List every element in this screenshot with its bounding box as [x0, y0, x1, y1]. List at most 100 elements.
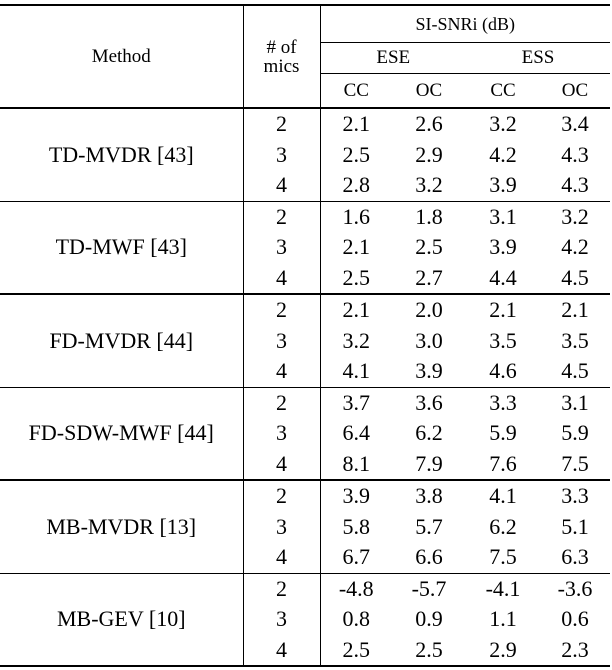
- value-cell: 3.4: [540, 107, 611, 140]
- value-cell: 4.3: [561, 141, 589, 167]
- value-cell: 1.8: [392, 200, 466, 232]
- mic-count: 2: [243, 479, 321, 512]
- value-cell: 3.9: [489, 234, 517, 260]
- mic-count: 2: [243, 293, 321, 326]
- value-cell: 3.0: [415, 327, 443, 353]
- value-cell: 6.2: [489, 513, 517, 539]
- table-row: 4 8.1 7.9 7.6 7.5: [0, 448, 610, 480]
- method-name: FD-MVDR [44]: [0, 293, 244, 387]
- value-cell: 2.1: [540, 293, 611, 326]
- value-cell: 4.5: [561, 264, 589, 290]
- header-mics-line1: # of: [266, 36, 297, 58]
- method-name: MB-GEV [10]: [0, 572, 244, 667]
- table-row: TD-MVDR [43] 2 2.1 2.6 3.2 3.4: [0, 107, 611, 201]
- value-cell: 2.0: [392, 293, 466, 326]
- table-row: 4 4.1 3.9 4.6 4.5: [0, 356, 610, 387]
- value-cell: 3.9: [489, 172, 517, 198]
- value-cell: 3.5: [489, 327, 517, 353]
- table-row: 3 2.1 2.5 3.9 4.2: [0, 232, 610, 263]
- mic-count: 2: [243, 200, 321, 232]
- value-cell: 2.5: [342, 264, 371, 290]
- value-cell: 2.3: [540, 634, 611, 667]
- value-cell: 5.9: [561, 420, 589, 446]
- header-group-ess: ESS: [466, 42, 611, 74]
- value-cell: 1.6: [320, 200, 392, 232]
- value-cell: 3.1: [540, 386, 611, 418]
- value-cell: 3.6: [392, 386, 466, 418]
- value-cell: 4.2: [489, 141, 517, 167]
- table-row: MB-GEV [10] 2 -4.8 -5.7 -4.1 -3.6: [0, 572, 611, 667]
- mic-count: 2: [243, 572, 321, 604]
- mic-count: 4: [243, 356, 321, 387]
- value-cell: 3.5: [561, 327, 589, 353]
- value-cell: 4.5: [561, 358, 589, 384]
- value-cell: 3.3: [466, 386, 540, 418]
- value-cell: 6.3: [561, 544, 589, 570]
- header-subcol-ese-cc: CC: [343, 79, 369, 101]
- header-subcol-ese-oc: OC: [415, 79, 443, 101]
- mic-count: 4: [243, 262, 321, 294]
- results-table: Method # of mics SI-SNRi (dB) ESE ESS CC…: [0, 4, 611, 667]
- value-cell: 2.1: [466, 293, 540, 326]
- value-cell: 3.2: [466, 107, 540, 140]
- table-row: 4 2.5 2.5 2.9 2.3: [0, 634, 611, 667]
- header-mics: # of mics: [243, 4, 321, 108]
- value-cell: 7.5: [561, 450, 589, 476]
- table-row: 3 5.8 5.7 6.2 5.1: [0, 511, 610, 542]
- header-mics-line2: mics: [263, 55, 300, 77]
- table-row: FD-SDW-MWF [44] 2 3.7 3.6 3.3 3.1: [0, 386, 611, 480]
- value-cell: 2.5: [320, 634, 392, 667]
- value-cell: 6.2: [415, 420, 443, 446]
- value-cell: 2.5: [392, 634, 466, 667]
- table-row: TD-MWF [43] 2 1.6 1.8 3.1 3.2: [0, 200, 611, 294]
- table-row: 4 2.5 2.7 4.4 4.5: [0, 262, 610, 294]
- mic-count: 3: [243, 604, 321, 635]
- table-row: 4 2.8 3.2 3.9 4.3: [0, 170, 610, 201]
- table-row: FD-MVDR [44] 2 2.1 2.0 2.1 2.1: [0, 293, 611, 387]
- results-body: TD-MVDR [43] 2 2.1 2.6 3.2 3.4 3 2.5 2.9 4.2 4.3 4 2…: [0, 107, 611, 667]
- method-name: MB-MVDR [13]: [0, 479, 244, 573]
- mic-count: 4: [243, 170, 321, 201]
- value-cell: 2.6: [392, 107, 466, 140]
- value-cell: 2.8: [342, 172, 371, 198]
- value-cell: 7.5: [489, 544, 517, 570]
- value-cell: 4.6: [489, 358, 517, 384]
- value-cell: 3.2: [540, 200, 611, 232]
- value-cell: 2.1: [320, 293, 392, 326]
- value-cell: 5.1: [561, 513, 589, 539]
- mic-count: 3: [243, 139, 321, 170]
- value-cell: 2.7: [415, 264, 443, 290]
- value-cell: 6.4: [342, 420, 371, 446]
- table-row: 3 3.2 3.0 3.5 3.5: [0, 325, 610, 356]
- value-cell: 4.4: [489, 264, 517, 290]
- value-cell: 3.2: [415, 172, 443, 198]
- mic-count: 3: [243, 232, 321, 263]
- table-row: 3 0.8 0.9 1.1 0.6: [0, 604, 610, 635]
- header-subcol-ess-cc: CC: [490, 79, 516, 101]
- mic-count: 4: [243, 448, 321, 480]
- method-name: TD-MVDR [43]: [0, 107, 244, 201]
- mic-count: 3: [243, 418, 321, 449]
- header-subcol-ess-oc: OC: [561, 79, 589, 101]
- value-cell: 3.1: [466, 200, 540, 232]
- value-cell: 0.6: [561, 606, 589, 632]
- table-row: 3 2.5 2.9 4.2 4.3: [0, 139, 610, 170]
- table-row: 3 6.4 6.2 5.9 5.9: [0, 418, 610, 449]
- table-row: 4 6.7 6.6 7.5 6.3: [0, 542, 610, 573]
- mic-count: 2: [243, 386, 321, 418]
- value-cell: -4.1: [466, 572, 540, 604]
- value-cell: 2.1: [342, 234, 371, 260]
- method-name: FD-SDW-MWF [44]: [0, 386, 244, 480]
- value-cell: 3.9: [415, 358, 443, 384]
- header-method: Method: [0, 4, 244, 108]
- mic-count: 3: [243, 325, 321, 356]
- value-cell: 3.7: [320, 386, 392, 418]
- value-cell: 2.1: [320, 107, 392, 140]
- value-cell: -3.6: [540, 572, 611, 604]
- value-cell: 4.1: [466, 479, 540, 512]
- value-cell: 3.2: [342, 327, 371, 353]
- value-cell: 2.9: [415, 141, 443, 167]
- value-cell: 2.5: [415, 234, 443, 260]
- value-cell: 8.1: [342, 450, 371, 476]
